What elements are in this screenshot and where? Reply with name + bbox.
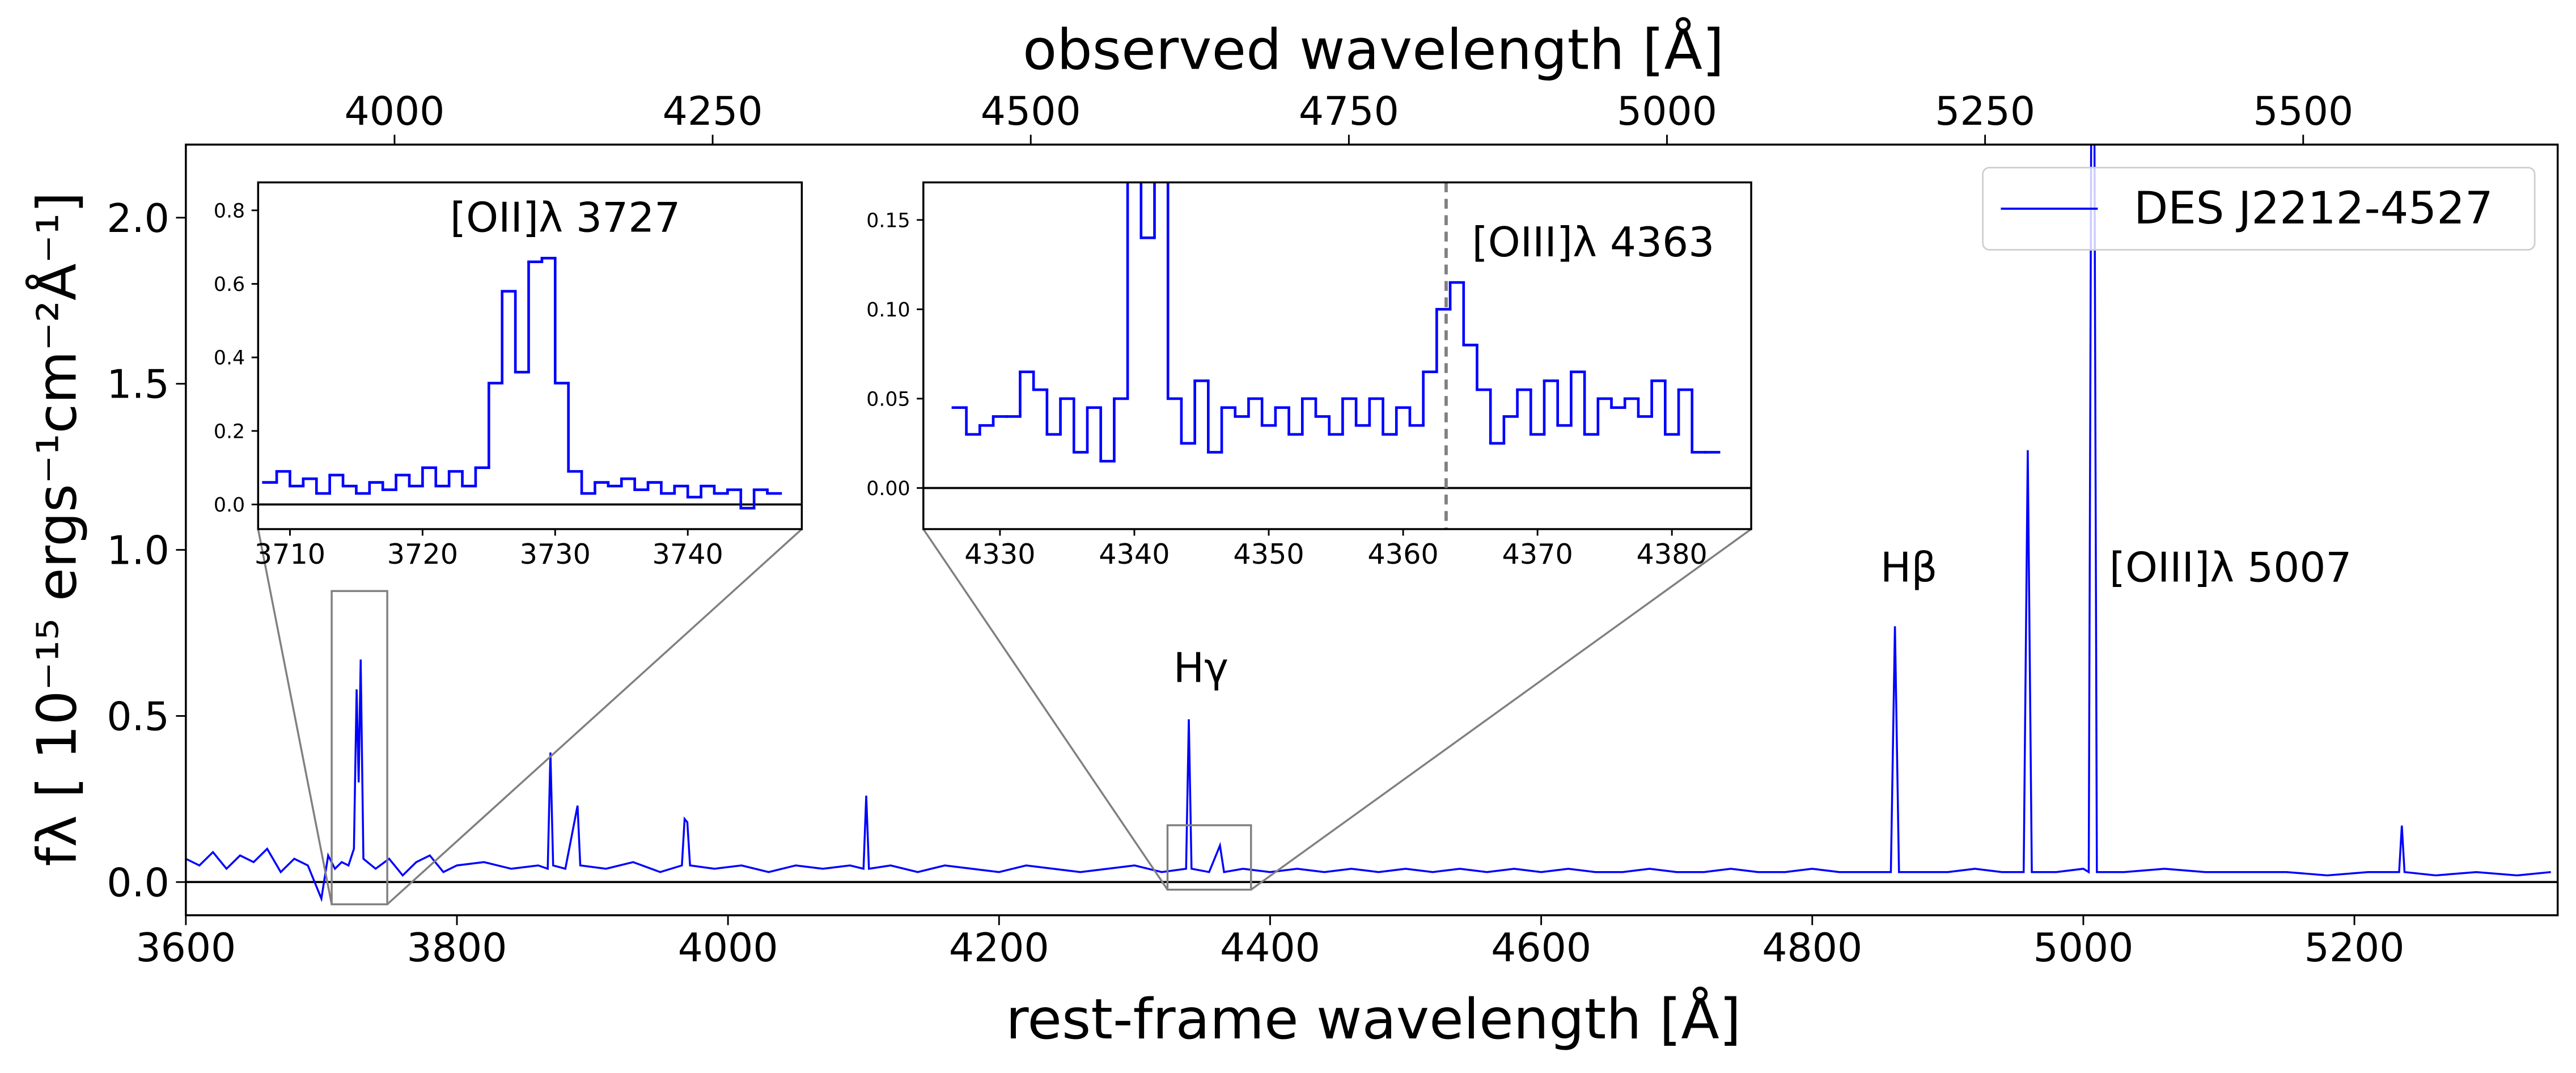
x-tick-label: 4380	[1637, 538, 1708, 571]
y-tick-label: 0.6	[214, 273, 245, 296]
y-tick-label: 0.05	[866, 388, 910, 411]
inset-annotation: [OII]λ 3727	[450, 195, 680, 242]
plot-area	[923, 182, 1752, 529]
x-tick-label: 3600	[135, 925, 236, 971]
y-tick-label: 0.4	[214, 347, 245, 370]
x-tick-label: 3730	[520, 538, 591, 571]
x-tick-label: 4360	[1367, 538, 1438, 571]
x2-tick-label: 4000	[344, 88, 444, 134]
y-tick-label: 1.5	[107, 362, 170, 408]
x-tick-label: 5200	[2304, 925, 2405, 971]
y-tick-label: 0.0	[214, 494, 245, 517]
step-riser	[965, 182, 1694, 462]
x-tick-label: 4000	[678, 925, 778, 971]
zoom-connector	[257, 529, 333, 905]
x-tick-label: 5000	[2033, 925, 2133, 971]
x-tick-label: 3720	[387, 538, 458, 571]
x-tick-label: 4370	[1502, 538, 1573, 571]
x-tick-label: 3800	[407, 925, 507, 971]
y-tick-label: 0.10	[866, 299, 910, 322]
annotation: Hγ	[1173, 644, 1228, 692]
x2-tick-label: 4250	[663, 88, 763, 134]
y-tick-label: 0.8	[214, 200, 245, 222]
annotation: [OIII]λ 5007	[2109, 544, 2352, 592]
legend-box	[1982, 167, 2536, 251]
x-tick-label: 3710	[255, 538, 325, 571]
step-riser	[275, 258, 769, 509]
x-tick-label: 4800	[1762, 925, 1862, 971]
y-tick-label: 2.0	[107, 196, 170, 242]
x2-tick-label: 4500	[981, 88, 1081, 134]
x-tick-label: 4340	[1099, 538, 1170, 571]
x-tick-label: 4600	[1491, 925, 1591, 971]
axes-frame	[922, 181, 1752, 530]
x2-axis-label: observed wavelength [Å]	[1023, 18, 1724, 83]
plot-area	[258, 256, 802, 510]
y-tick-label: 1.0	[107, 528, 170, 574]
x-tick-label: 4350	[1233, 538, 1304, 571]
inset-background	[923, 182, 1752, 529]
inset-background	[258, 182, 802, 529]
y-tick-label: 0.2	[214, 420, 245, 443]
spectrum-line	[185, 144, 2551, 902]
x-tick-label: 3740	[653, 538, 723, 571]
x-tick-label: 4400	[1220, 925, 1320, 971]
y-axis-label: fλ [ 10⁻¹⁵ ergs⁻¹cm⁻²Å⁻¹]	[25, 192, 89, 866]
plot-area	[185, 144, 2558, 902]
x-axis-label: rest-frame wavelength [Å]	[1006, 987, 1741, 1052]
zoom-box	[331, 590, 388, 906]
inset-annotation: [OIII]λ 4363	[1472, 219, 1715, 267]
x2-tick-label: 5000	[1617, 88, 1717, 134]
axes-frame	[185, 143, 2559, 916]
legend-label: DES J2212-4527	[2134, 183, 2493, 234]
zoom-connector	[386, 528, 803, 905]
x2-tick-label: 5500	[2253, 88, 2353, 134]
y-tick-label: 0.00	[866, 478, 910, 500]
zoom-box	[1166, 824, 1252, 891]
x-tick-label: 4200	[949, 925, 1049, 971]
x2-tick-label: 5250	[1935, 88, 2035, 134]
annotation: Hβ	[1880, 544, 1938, 592]
y-tick-label: 0.0	[107, 860, 170, 906]
x-tick-label: 4330	[964, 538, 1035, 571]
y-tick-label: 0.5	[107, 694, 170, 740]
y-tick-label: 0.15	[866, 209, 910, 232]
x2-tick-label: 4750	[1299, 88, 1399, 134]
axes-frame	[257, 181, 803, 530]
zoom-connector	[922, 528, 1168, 890]
zoom-connector	[1250, 528, 1752, 891]
